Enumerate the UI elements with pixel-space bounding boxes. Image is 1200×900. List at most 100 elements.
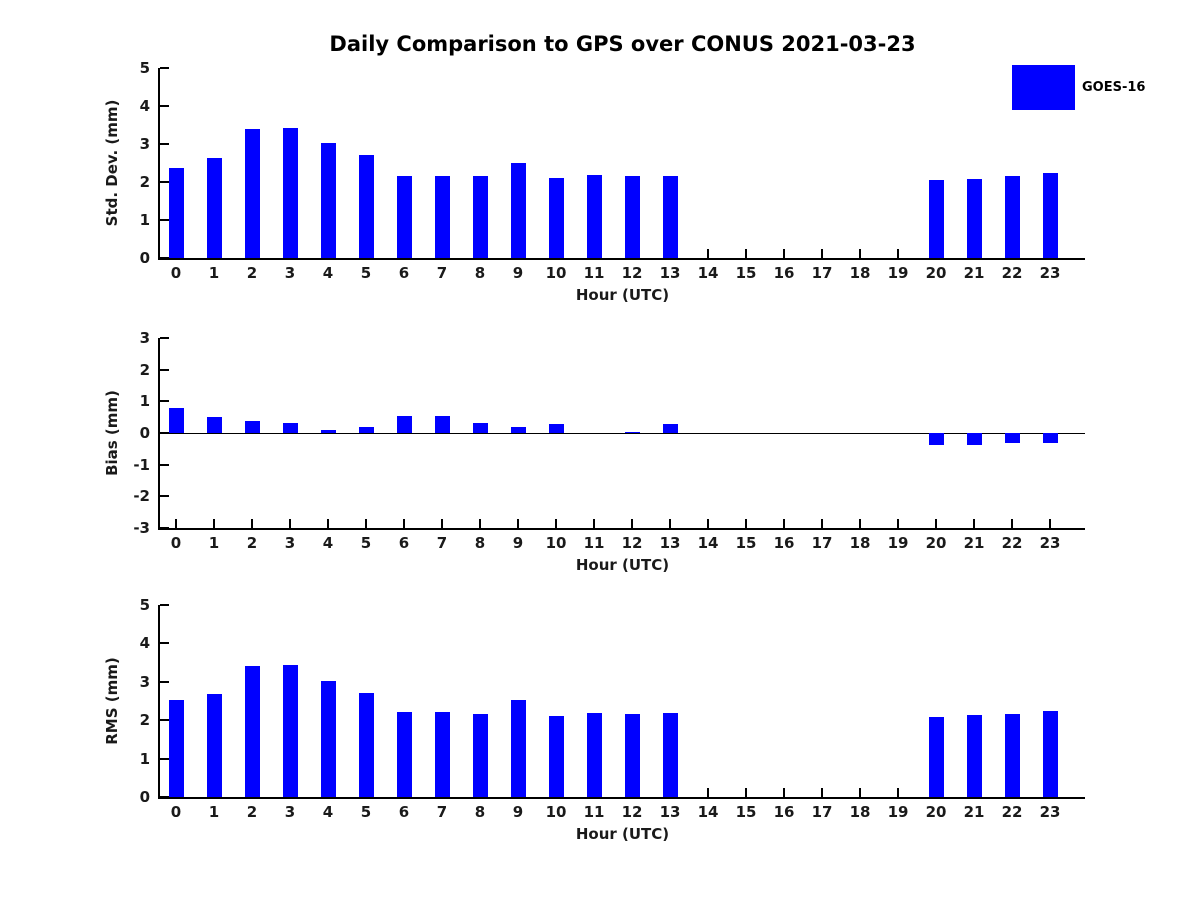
- bar: [168, 167, 184, 258]
- y-tick-mark: [160, 105, 169, 107]
- x-tick-label: 22: [1001, 534, 1023, 552]
- bar: [662, 713, 678, 797]
- x-tick-label: 2: [246, 803, 258, 821]
- y-axis-spine: [158, 68, 160, 260]
- bar: [396, 415, 412, 433]
- x-tick-label: 14: [697, 534, 719, 552]
- x-axis-label: Hour (UTC): [575, 556, 670, 574]
- x-axis-spine: [158, 797, 1085, 799]
- x-tick-label: 15: [735, 264, 757, 282]
- x-tick-mark: [897, 249, 899, 258]
- x-tick-label: 7: [436, 803, 448, 821]
- y-tick-mark: [160, 219, 169, 221]
- x-tick-mark: [783, 249, 785, 258]
- bar: [434, 415, 450, 433]
- x-tick-label: 7: [436, 264, 448, 282]
- x-tick-label: 6: [398, 264, 410, 282]
- x-tick-label: 20: [925, 803, 947, 821]
- x-tick-mark: [327, 519, 329, 528]
- bar: [966, 715, 982, 797]
- x-tick-mark: [213, 519, 215, 528]
- x-tick-mark: [821, 249, 823, 258]
- x-tick-label: 1: [208, 534, 220, 552]
- x-tick-label: 21: [963, 803, 985, 821]
- x-tick-mark: [935, 519, 937, 528]
- x-tick-label: 13: [659, 534, 681, 552]
- x-tick-label: 10: [545, 803, 567, 821]
- x-axis-label: Hour (UTC): [575, 286, 670, 304]
- x-tick-mark: [631, 519, 633, 528]
- x-tick-label: 9: [512, 803, 524, 821]
- y-tick-mark: [160, 143, 169, 145]
- x-tick-label: 22: [1001, 803, 1023, 821]
- bar: [358, 427, 374, 433]
- y-tick-mark: [160, 680, 169, 683]
- y-tick-mark: [160, 67, 169, 69]
- y-tick-mark: [160, 719, 169, 722]
- bar: [548, 716, 564, 797]
- x-tick-mark: [1011, 519, 1013, 528]
- y-tick-label: 1: [139, 392, 150, 411]
- x-tick-label: 11: [583, 264, 605, 282]
- x-tick-label: 12: [621, 803, 643, 821]
- x-tick-label: 23: [1039, 534, 1061, 552]
- bar: [1004, 714, 1020, 797]
- x-tick-label: 13: [659, 264, 681, 282]
- x-tick-label: 11: [583, 534, 605, 552]
- bar: [320, 142, 336, 258]
- bar: [548, 178, 564, 258]
- bar: [966, 433, 982, 445]
- x-tick-label: 4: [322, 803, 334, 821]
- x-tick-label: 10: [545, 534, 567, 552]
- bar: [472, 422, 488, 433]
- x-tick-mark: [859, 249, 861, 258]
- x-tick-label: 6: [398, 803, 410, 821]
- y-tick-label: 1: [139, 749, 150, 768]
- y-tick-label: 2: [139, 173, 150, 191]
- x-tick-label: 21: [963, 534, 985, 552]
- bar: [1004, 176, 1020, 258]
- bar: [320, 681, 336, 797]
- x-axis-label: Hour (UTC): [575, 825, 670, 843]
- x-tick-label: 2: [246, 264, 258, 282]
- x-tick-label: 17: [811, 534, 833, 552]
- x-tick-mark: [973, 519, 975, 528]
- x-tick-mark: [859, 788, 861, 797]
- x-tick-mark: [669, 519, 671, 528]
- y-tick-label: 0: [139, 249, 150, 267]
- x-tick-label: 9: [512, 264, 524, 282]
- x-tick-label: 19: [887, 803, 909, 821]
- x-tick-mark: [745, 519, 747, 528]
- x-tick-mark: [783, 519, 785, 528]
- x-tick-label: 15: [735, 803, 757, 821]
- bar: [1042, 433, 1058, 443]
- x-tick-mark: [593, 519, 595, 528]
- y-tick-label: -1: [133, 455, 150, 474]
- bar: [244, 666, 260, 797]
- x-tick-label: 1: [208, 803, 220, 821]
- bar: [662, 424, 678, 433]
- x-tick-mark: [517, 519, 519, 528]
- y-tick-label: 0: [139, 424, 150, 442]
- x-tick-label: 2: [246, 534, 258, 552]
- x-tick-label: 13: [659, 803, 681, 821]
- x-tick-label: 0: [170, 534, 182, 552]
- bar: [966, 178, 982, 258]
- bar: [168, 407, 184, 433]
- bar: [358, 154, 374, 258]
- x-tick-label: 17: [811, 264, 833, 282]
- bar: [206, 694, 222, 797]
- x-tick-label: 19: [887, 264, 909, 282]
- y-tick-mark: [160, 368, 169, 371]
- chart-title: Daily Comparison to GPS over CONUS 2021-…: [329, 32, 916, 56]
- x-tick-label: 1: [208, 264, 220, 282]
- x-tick-label: 12: [621, 534, 643, 552]
- x-tick-label: 21: [963, 264, 985, 282]
- x-tick-mark: [745, 249, 747, 258]
- x-tick-mark: [441, 519, 443, 528]
- bar: [662, 175, 678, 258]
- x-tick-label: 11: [583, 803, 605, 821]
- y-tick-label: 2: [139, 711, 150, 730]
- x-tick-mark: [897, 519, 899, 528]
